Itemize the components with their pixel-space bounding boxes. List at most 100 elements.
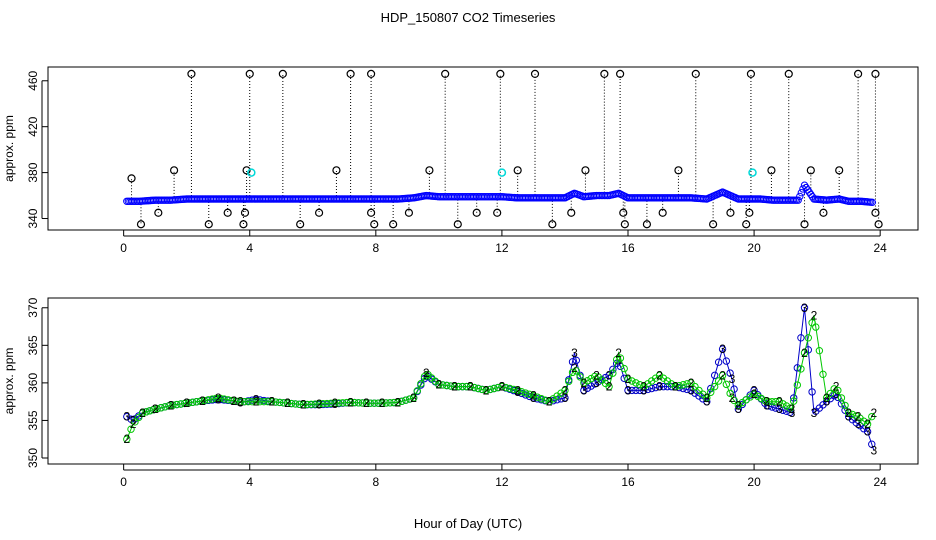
outlier-point xyxy=(874,220,883,229)
series-point-2 xyxy=(486,385,494,394)
series-point-2 xyxy=(837,394,846,402)
series-point-3 xyxy=(647,384,656,393)
series-point-2 xyxy=(212,394,220,402)
series-point-2 xyxy=(291,400,300,408)
series-point-2 xyxy=(135,413,143,422)
outlier-point xyxy=(513,166,522,175)
series-glyph-3: 3 xyxy=(571,346,578,360)
outlier-point xyxy=(441,69,450,78)
outlier-point xyxy=(767,166,776,175)
cyan-point xyxy=(748,168,757,177)
series-glyph-2: 2 xyxy=(499,380,506,394)
outlier-point xyxy=(835,166,844,175)
series-point-2 xyxy=(413,387,421,395)
series-point-2 xyxy=(244,397,252,406)
series-glyph-2: 2 xyxy=(237,395,244,409)
outlier-point xyxy=(620,220,629,229)
series-point-2 xyxy=(764,397,773,406)
series-point-2 xyxy=(822,394,831,402)
outlier-point xyxy=(136,220,146,229)
baseline-point xyxy=(868,198,876,207)
series-point-2 xyxy=(173,400,181,409)
series-point-2 xyxy=(772,397,780,406)
series-glyph-2: 2 xyxy=(363,396,370,410)
outlier-point xyxy=(223,208,232,217)
series-point-2 xyxy=(256,397,264,406)
series-glyph-3: 3 xyxy=(332,397,339,411)
series-point-2 xyxy=(852,412,860,420)
series-glyph-2: 2 xyxy=(615,346,622,360)
series-point-2 xyxy=(279,399,288,407)
series-point-2 xyxy=(390,398,398,407)
series-point-2 xyxy=(196,397,205,405)
series-point-3 xyxy=(863,428,872,436)
series-glyph-2: 2 xyxy=(451,380,458,394)
series-point-3 xyxy=(568,358,577,366)
series-point-2 xyxy=(671,382,679,391)
series-point-2 xyxy=(240,397,248,406)
series-glyph-3: 3 xyxy=(606,368,613,382)
series-point-2 xyxy=(260,397,268,406)
series-point-2 xyxy=(462,382,471,391)
series-point-2 xyxy=(797,365,805,373)
series-point-2 xyxy=(443,381,451,390)
series-point-3 xyxy=(775,405,784,413)
y-tick-label: 355 xyxy=(26,410,40,430)
series-point-2 xyxy=(354,399,363,407)
series-glyph-3: 3 xyxy=(253,392,260,406)
series-point-2 xyxy=(525,390,534,399)
series-point-3 xyxy=(587,382,595,390)
series-point-2 xyxy=(283,399,292,407)
outlier-point xyxy=(530,69,540,78)
series-point-2 xyxy=(804,334,813,342)
series-point-2 xyxy=(417,380,425,388)
series-point-2 xyxy=(323,399,331,408)
series-point-3 xyxy=(659,382,668,391)
series-point-2 xyxy=(819,370,827,378)
series-point-2 xyxy=(490,384,498,393)
series-point-2 xyxy=(590,372,599,381)
outlier-point xyxy=(746,69,756,78)
series-point-2 xyxy=(707,388,715,396)
series-glyph-2: 2 xyxy=(763,395,770,409)
series-line-2 xyxy=(126,315,875,440)
series-point-3 xyxy=(580,386,588,395)
outlier-point xyxy=(806,166,815,175)
series-point-2 xyxy=(342,398,351,407)
series-point-2 xyxy=(636,381,644,389)
x-tick-label: 24 xyxy=(873,241,887,255)
series-point-3 xyxy=(722,357,731,365)
outlier-point xyxy=(742,220,751,229)
cyan-point xyxy=(247,168,256,177)
series-glyph-2: 2 xyxy=(864,417,871,431)
series-point-2 xyxy=(620,364,628,373)
series-point-2 xyxy=(757,394,765,403)
plot-frame xyxy=(47,297,919,465)
x-tick-label: 20 xyxy=(747,241,761,255)
cyan-point xyxy=(497,168,507,177)
series-glyph-3: 3 xyxy=(833,387,840,401)
series-point-2 xyxy=(327,399,335,408)
series-point-2 xyxy=(730,396,738,405)
series-point-2 xyxy=(699,390,707,398)
outlier-point xyxy=(745,208,754,217)
series-point-2 xyxy=(609,369,617,377)
series-glyph-3: 3 xyxy=(530,391,537,405)
baseline-point xyxy=(796,192,804,201)
series-glyph-2: 2 xyxy=(130,417,137,431)
series-point-2 xyxy=(691,382,699,391)
series-glyph-2: 2 xyxy=(332,396,339,410)
outlier-point xyxy=(800,220,809,229)
series-point-2 xyxy=(632,379,640,387)
series-point-2 xyxy=(335,399,343,407)
series-point-2 xyxy=(687,379,695,387)
series-point-2 xyxy=(761,396,769,405)
series-point-2 xyxy=(533,393,542,401)
series-glyph-3: 3 xyxy=(640,383,647,397)
series-point-2 xyxy=(830,385,838,393)
series-point-3 xyxy=(800,304,809,312)
series-point-2 xyxy=(848,410,857,419)
series-point-3 xyxy=(808,388,816,396)
